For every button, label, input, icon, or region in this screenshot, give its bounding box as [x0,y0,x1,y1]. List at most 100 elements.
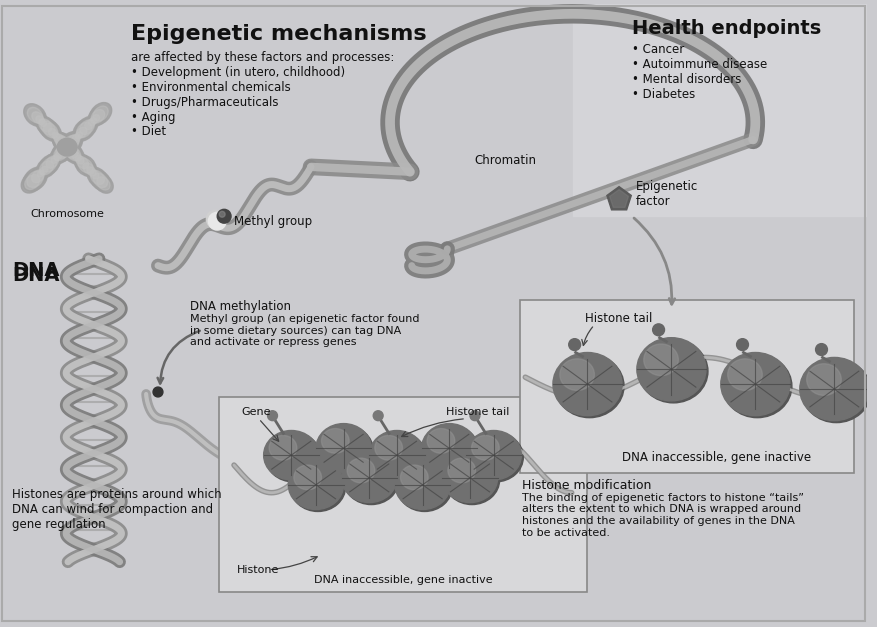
Ellipse shape [426,428,454,453]
Ellipse shape [57,138,77,156]
Ellipse shape [76,157,89,169]
Ellipse shape [74,130,84,140]
Ellipse shape [89,118,96,126]
Ellipse shape [67,147,81,161]
Ellipse shape [636,338,705,401]
Ellipse shape [43,153,61,171]
Circle shape [568,339,580,350]
Ellipse shape [38,118,58,139]
Ellipse shape [82,117,97,132]
Circle shape [267,411,277,421]
Ellipse shape [51,131,66,145]
Ellipse shape [80,120,94,135]
Ellipse shape [53,152,62,161]
Ellipse shape [316,424,371,473]
Text: Histone tail: Histone tail [584,312,651,325]
Ellipse shape [317,426,373,475]
Ellipse shape [76,122,92,137]
Ellipse shape [553,352,621,416]
Text: • Environmental chemicals: • Environmental chemicals [132,81,291,94]
Ellipse shape [444,455,499,505]
Ellipse shape [67,135,80,147]
Ellipse shape [32,170,44,182]
Text: Histones are proteins around which
DNA can wind for compaction and
gene regulati: Histones are proteins around which DNA c… [11,488,221,531]
Ellipse shape [39,166,48,175]
Ellipse shape [36,116,55,135]
Ellipse shape [36,169,46,179]
Circle shape [652,324,664,335]
Ellipse shape [53,134,63,144]
Ellipse shape [89,113,102,125]
Ellipse shape [88,168,101,181]
Ellipse shape [442,453,497,503]
Ellipse shape [59,132,82,155]
Text: Epigenetic mechanisms: Epigenetic mechanisms [132,24,426,44]
Ellipse shape [73,119,96,141]
Ellipse shape [346,458,374,483]
Ellipse shape [24,103,46,126]
Circle shape [217,209,231,223]
Ellipse shape [395,460,450,510]
Ellipse shape [36,157,57,178]
Bar [219,397,586,593]
Ellipse shape [554,354,624,418]
Text: DNA: DNA [11,261,60,280]
Ellipse shape [43,124,58,138]
Ellipse shape [48,129,58,138]
Ellipse shape [560,359,594,391]
Text: Chromatin: Chromatin [474,154,535,167]
Ellipse shape [400,465,428,490]
Ellipse shape [38,164,50,177]
Ellipse shape [60,139,82,162]
Text: DNA: DNA [11,266,60,285]
Ellipse shape [87,167,108,187]
Ellipse shape [78,158,93,173]
Ellipse shape [643,344,678,376]
Ellipse shape [269,435,296,460]
Ellipse shape [21,171,43,193]
Ellipse shape [74,154,91,171]
Ellipse shape [23,167,47,191]
Ellipse shape [720,352,789,416]
Ellipse shape [638,340,707,403]
Ellipse shape [39,119,52,132]
Ellipse shape [39,161,53,175]
Ellipse shape [801,359,870,423]
Ellipse shape [27,107,43,123]
Ellipse shape [53,147,68,161]
Text: are affected by these factors and processes:: are affected by these factors and proces… [132,51,395,65]
Text: DNA inaccessible, gene inactive: DNA inaccessible, gene inactive [622,451,810,464]
Text: • Development (in utero, childhood): • Development (in utero, childhood) [132,66,345,79]
Ellipse shape [52,150,64,162]
Ellipse shape [321,428,349,453]
Circle shape [736,339,747,350]
Ellipse shape [72,134,80,142]
Ellipse shape [40,120,61,141]
Ellipse shape [29,167,47,186]
Bar [520,300,853,473]
Ellipse shape [288,460,343,510]
Ellipse shape [263,431,318,480]
Ellipse shape [70,132,82,144]
Bar [572,4,866,216]
Text: • Autoimmune disease: • Autoimmune disease [631,58,766,71]
Ellipse shape [39,119,46,127]
Text: Histone: Histone [237,565,279,575]
Ellipse shape [33,113,46,127]
Ellipse shape [727,359,761,391]
Ellipse shape [84,120,95,130]
Ellipse shape [52,132,60,140]
Ellipse shape [38,170,44,177]
Ellipse shape [369,431,424,480]
Ellipse shape [51,143,71,164]
Ellipse shape [49,153,61,166]
Ellipse shape [87,167,96,176]
Text: Health endpoints: Health endpoints [631,19,820,38]
Ellipse shape [722,354,791,418]
Ellipse shape [54,135,68,147]
Ellipse shape [53,133,75,155]
Ellipse shape [294,465,321,490]
Text: Histone tail: Histone tail [446,407,509,417]
Ellipse shape [25,174,39,189]
Ellipse shape [75,132,82,139]
